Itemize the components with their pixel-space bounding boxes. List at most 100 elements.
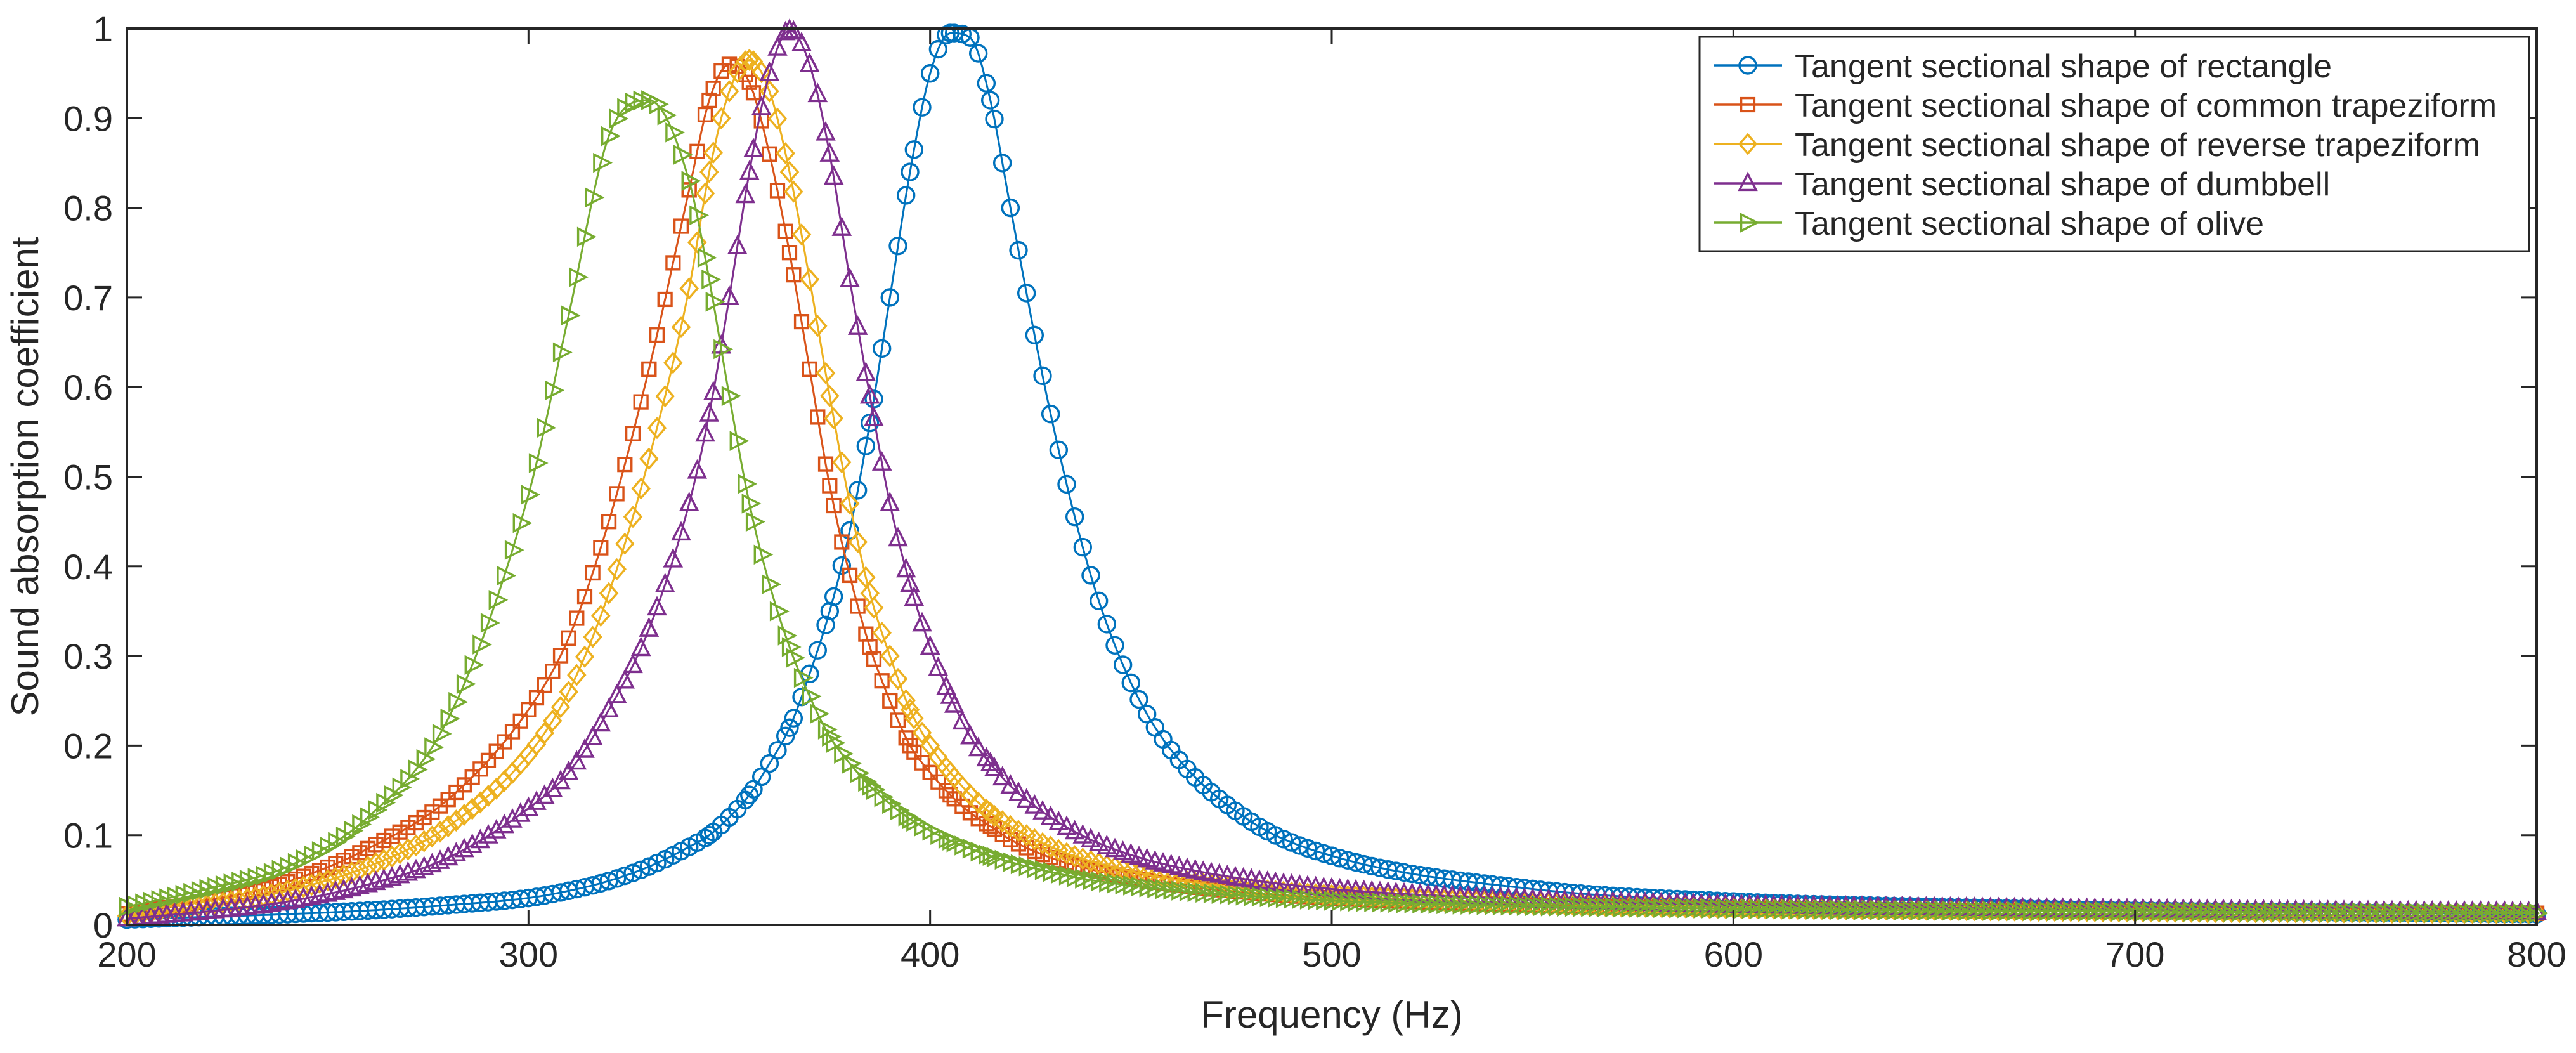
data-point — [454, 803, 474, 826]
data-point-sample — [900, 698, 920, 721]
data-point — [1113, 655, 1133, 674]
data-point — [1137, 705, 1157, 724]
data-point-sample — [882, 794, 902, 814]
data-point-sample — [641, 361, 657, 377]
data-point-sample — [559, 881, 578, 901]
data-point — [968, 736, 989, 757]
data-point — [984, 756, 1005, 776]
data-point — [543, 709, 563, 732]
data-point — [1282, 833, 1301, 852]
data-point — [655, 385, 675, 408]
data-point — [545, 380, 565, 401]
data-point — [609, 486, 625, 502]
data-point — [615, 669, 635, 689]
y-tick-label: 0.5 — [63, 457, 113, 497]
data-point-sample — [980, 801, 1000, 824]
data-point — [320, 859, 335, 875]
data-point-sample — [1161, 854, 1181, 873]
data-point — [783, 20, 804, 40]
data-point-sample — [1322, 846, 1341, 865]
data-point — [213, 891, 233, 914]
data-point — [456, 777, 472, 793]
data-point-sample — [880, 288, 900, 307]
data-point — [928, 39, 948, 59]
legend: Tangent sectional shape of rectangleTang… — [1698, 36, 2530, 252]
data-point-sample — [519, 743, 538, 766]
data-point-sample — [960, 783, 980, 806]
data-point — [808, 641, 828, 660]
data-point-sample — [840, 492, 860, 515]
data-point-sample — [762, 574, 782, 594]
data-point — [687, 459, 708, 479]
data-point-sample — [962, 839, 982, 859]
data-point — [727, 235, 748, 254]
data-point-sample — [760, 754, 779, 773]
data-point — [566, 750, 587, 770]
data-point-sample — [1081, 828, 1101, 847]
data-point-sample — [639, 447, 659, 470]
data-point — [914, 755, 930, 771]
data-point — [665, 122, 686, 143]
data-point-sample — [1043, 861, 1063, 882]
data-point-sample — [882, 693, 898, 709]
data-point — [590, 712, 611, 732]
data-point — [446, 809, 466, 832]
data-point-sample — [820, 384, 840, 407]
data-point — [713, 339, 734, 360]
data-point — [751, 767, 771, 787]
data-point — [753, 544, 774, 565]
y-tick-label: 0.4 — [63, 547, 113, 587]
data-point — [888, 667, 908, 690]
data-point-sample — [641, 90, 661, 110]
data-point — [793, 667, 814, 688]
data-point-sample — [2127, 901, 2147, 922]
data-point — [952, 710, 973, 730]
data-point — [585, 187, 605, 208]
data-point — [826, 497, 842, 514]
data-point — [777, 223, 793, 239]
data-point — [456, 674, 476, 695]
data-point-sample — [199, 879, 219, 899]
data-point — [864, 407, 884, 426]
data-point-sample — [1324, 891, 1344, 911]
data-point — [1129, 690, 1148, 709]
data-point — [389, 863, 410, 884]
data-point — [968, 44, 988, 63]
data-point — [585, 565, 601, 581]
data-point — [751, 95, 772, 115]
data-point-sample — [1081, 566, 1100, 585]
data-point — [769, 183, 786, 199]
legend-label: Tangent sectional shape of common trapez… — [1795, 88, 2497, 124]
data-point — [623, 506, 643, 528]
data-point-sample — [739, 160, 760, 180]
data-point-sample — [358, 872, 378, 893]
data-point-sample — [720, 808, 739, 827]
data-point — [663, 351, 683, 374]
data-point-sample — [701, 92, 717, 108]
data-point — [349, 875, 370, 894]
data-point — [872, 622, 892, 644]
data-point — [504, 540, 524, 560]
legend-item: Tangent sectional shape of rectangle — [1714, 48, 2332, 85]
data-point — [784, 180, 803, 203]
data-point — [847, 315, 868, 335]
data-point — [823, 165, 844, 185]
data-point — [769, 601, 790, 622]
data-point-sample — [799, 52, 820, 72]
data-point-sample — [1001, 815, 1020, 838]
data-point — [486, 818, 507, 839]
axis-ticks: 200 300 400 500 600 700 800 0 0.1 0.2 0.3 0.4 0.5 0.6… — [63, 9, 2566, 974]
data-point — [400, 820, 416, 835]
data-point-sample — [197, 899, 218, 919]
data-point-sample — [278, 879, 297, 902]
data-point — [808, 315, 828, 337]
legend-marker — [1738, 56, 1757, 75]
data-point-sample — [922, 764, 938, 780]
data-point-sample — [1001, 198, 1020, 218]
data-point — [497, 734, 512, 750]
x-tick-label: 600 — [1704, 934, 1763, 974]
data-point-sample — [358, 901, 377, 920]
data-point-sample — [902, 738, 918, 754]
data-point-sample — [762, 146, 777, 162]
